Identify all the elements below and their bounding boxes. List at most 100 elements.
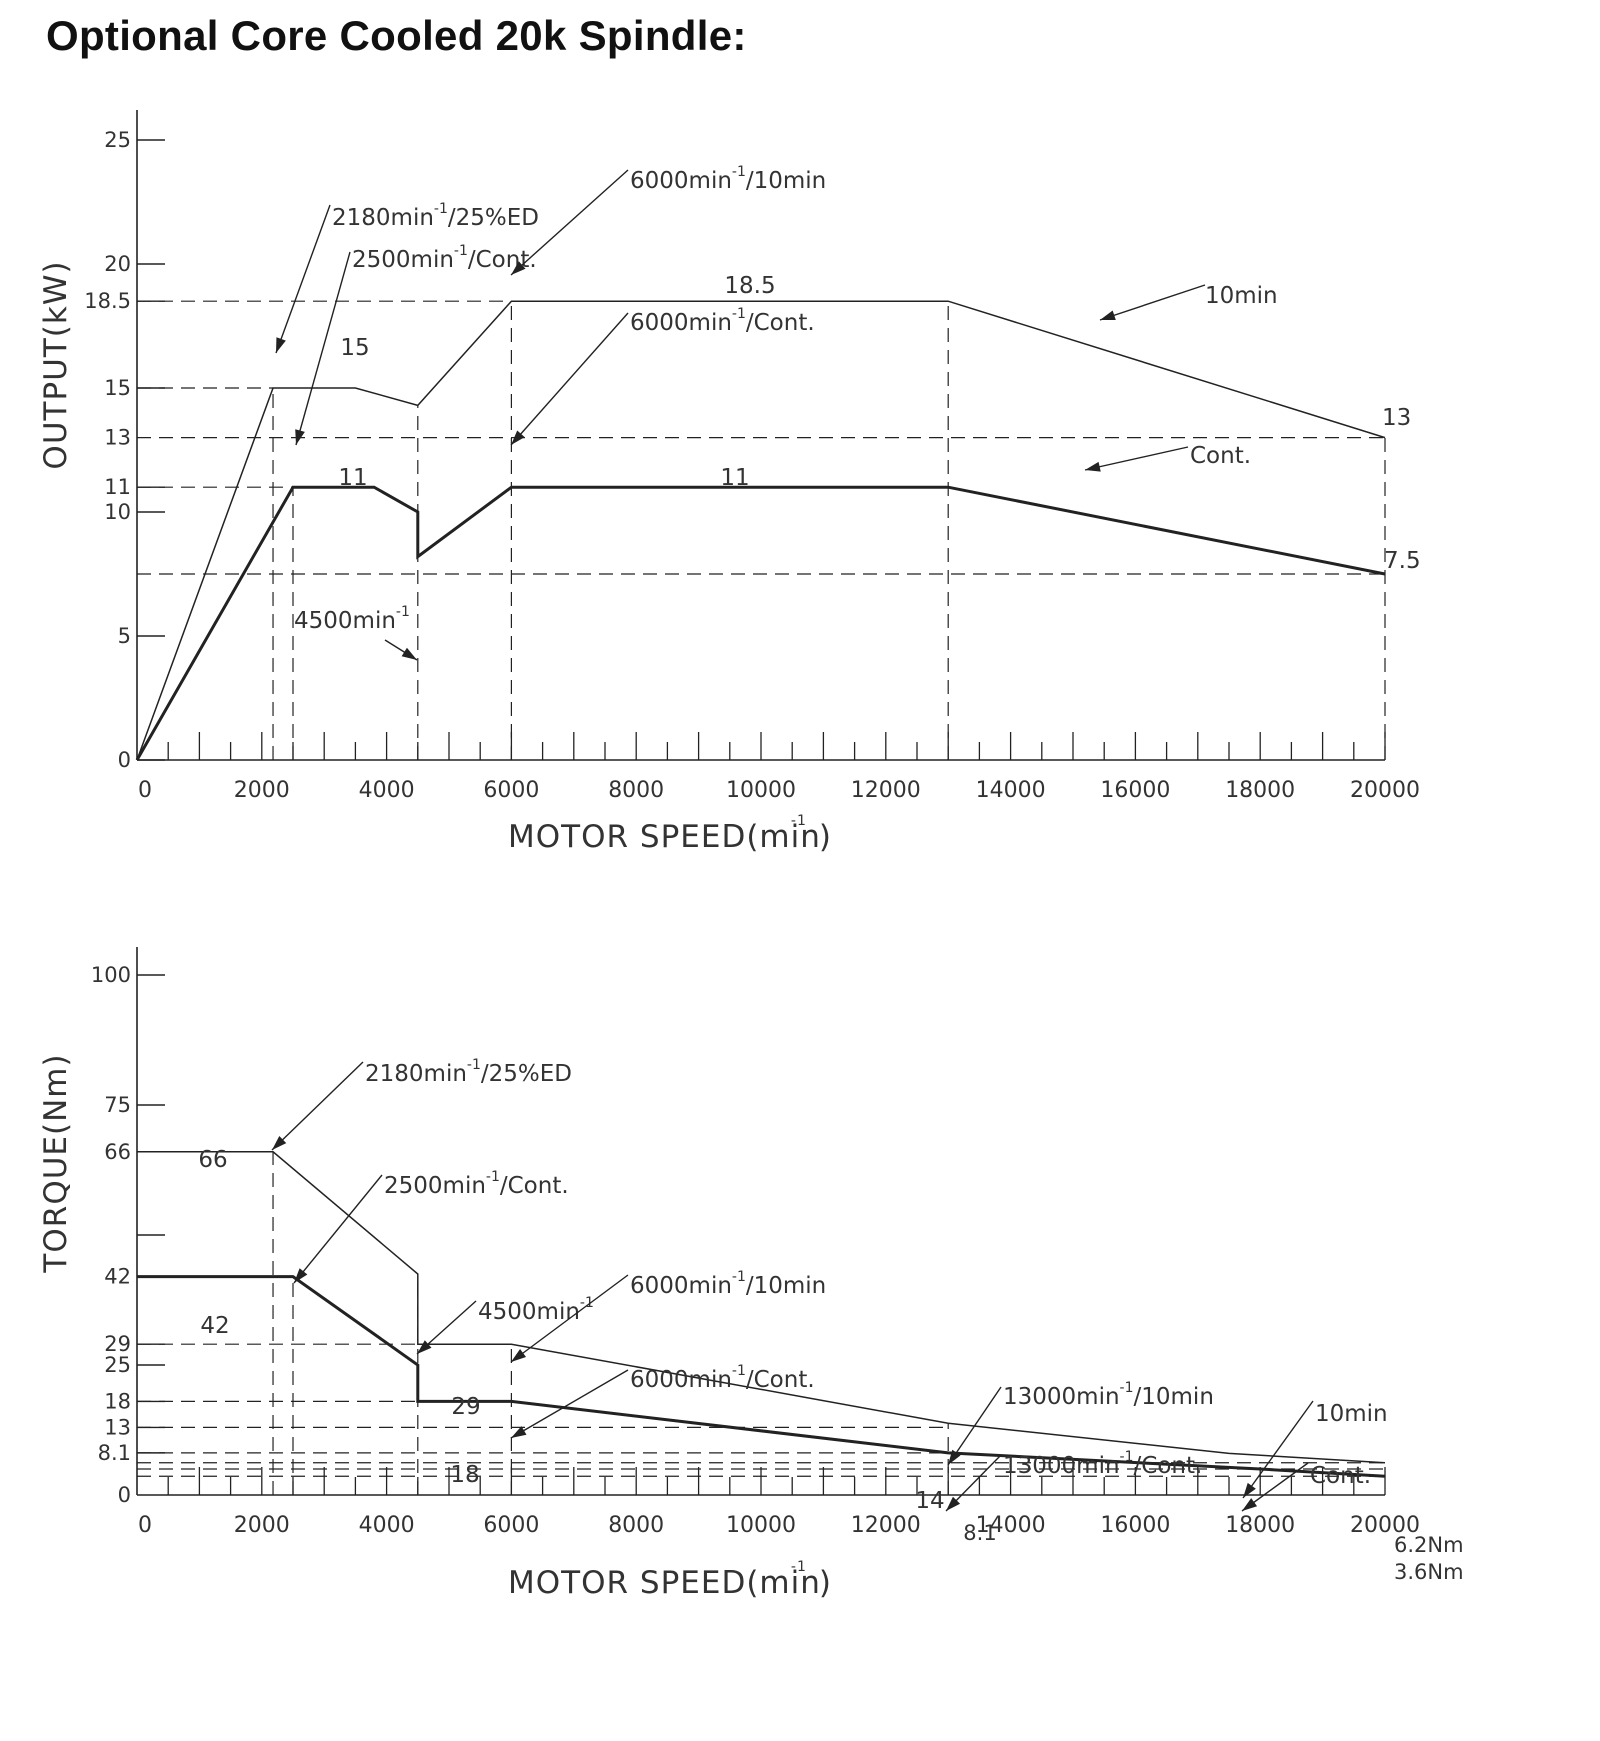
annotation-label: 2500min-1/Cont.: [352, 243, 537, 273]
annotation-leader: [510, 1369, 629, 1439]
x-tick-label: 20000: [1350, 1513, 1420, 1538]
annotation-leader: [271, 1061, 364, 1151]
annotation-label: 10min: [1315, 1401, 1388, 1427]
x-tick-label: 4000: [359, 1513, 415, 1538]
annotation-label: 18: [450, 1462, 479, 1488]
y-tick-label: 66: [104, 1140, 131, 1164]
x-tick-label: 10000: [726, 778, 796, 803]
annotation-label: Cont.: [1190, 443, 1251, 469]
annotation-arrowhead: [948, 1449, 961, 1465]
y-axis-title: OUTPUT(kW): [38, 260, 74, 469]
x-tick-label: 18000: [1225, 1513, 1295, 1538]
annotation-label: 2180min-1/25%ED: [365, 1057, 572, 1087]
x-tick-label: 16000: [1100, 778, 1170, 803]
x-tick-label: 18000: [1225, 778, 1295, 803]
annotation-label: 6.2Nm: [1394, 1533, 1464, 1557]
annotation-leader: [947, 1386, 1002, 1466]
annotation-label: 13: [1382, 405, 1411, 431]
annotation-label: 13000min-1/10min: [1003, 1380, 1214, 1410]
series-cont-line: [137, 1275, 1386, 1478]
torque-chart: 0 2000 4000 6000 8000 10000 12000 14000 16000 180…: [38, 947, 1464, 1601]
annotation-label: 29: [451, 1394, 480, 1420]
y-tick-label: 20: [104, 252, 131, 276]
annotation-label: 11: [338, 465, 367, 491]
annotation-leader: [293, 1174, 383, 1284]
page-title: Optional Core Cooled 20k Spindle:: [46, 12, 747, 59]
annotation-label: 7.5: [1384, 548, 1421, 574]
x-axis-title: MOTOR SPEED(min-1): [508, 1559, 832, 1601]
annotation-label: 2500min-1/Cont.: [384, 1169, 569, 1199]
y-tick-label: 13: [104, 1415, 131, 1439]
x-tick-label: 0: [138, 778, 152, 803]
y-tick-label: 13: [104, 426, 131, 450]
annotation-label: 66: [198, 1147, 227, 1173]
annotation-label: 15: [340, 335, 369, 361]
series-10min-line: [136, 300, 1386, 761]
annotation-leader: [1099, 284, 1206, 321]
y-axis-title: TORQUE(Nm): [38, 1053, 74, 1273]
x-axis-title: MOTOR SPEED(min-1): [508, 813, 832, 855]
series-cont-line: [135, 485, 1386, 761]
annotation-label: 4500min-1: [294, 604, 410, 634]
annotation-label: 6000min-1/Cont.: [630, 306, 815, 336]
annotation-leader: [510, 312, 629, 446]
y-tick-label: 5: [118, 624, 131, 648]
x-tick-label: 14000: [976, 778, 1046, 803]
annotation-arrowhead: [417, 1340, 432, 1354]
x-tick-label: 12000: [851, 1513, 921, 1538]
annotation-arrowhead: [295, 429, 305, 445]
annotation-leader: [510, 1274, 629, 1363]
annotation-leader: [275, 204, 331, 354]
annotation-label: 4500min-1: [478, 1295, 594, 1325]
y-tick-label: 15: [104, 376, 131, 400]
y-tick-label: 18.5: [84, 289, 131, 313]
x-tick-label: 4000: [359, 778, 415, 803]
annotation-arrowhead: [511, 430, 525, 445]
annotation-label: 2180min-1/25%ED: [332, 201, 539, 231]
x-tick-label: 2000: [234, 778, 290, 803]
annotation-label: Cont.: [1310, 1463, 1371, 1489]
annotation-leader: [510, 169, 629, 276]
annotation-label: 8.1: [963, 1521, 996, 1545]
y-tick-label: 25: [104, 128, 131, 152]
annotation-leader: [1084, 446, 1189, 471]
annotation-label: 11: [720, 465, 749, 491]
annotation-arrowhead: [1243, 1482, 1256, 1498]
annotation-leader: [1242, 1400, 1314, 1499]
x-tick-label: 6000: [483, 778, 539, 803]
annotation-label: 42: [200, 1313, 229, 1339]
annotation-leader: [295, 251, 351, 446]
y-tick-label: 18: [104, 1389, 131, 1413]
x-tick-label: 20000: [1350, 778, 1420, 803]
annotation-arrowhead: [1242, 1498, 1258, 1511]
annotation-arrowhead: [511, 1349, 527, 1362]
x-tick-label: 8000: [608, 778, 664, 803]
y-tick-label: 0: [118, 748, 131, 772]
y-tick-label: 75: [104, 1093, 131, 1117]
annotation-label: 18.5: [724, 273, 775, 299]
annotation-arrowhead: [272, 1135, 287, 1150]
x-tick-label: 16000: [1100, 1513, 1170, 1538]
annotation-arrowhead: [511, 261, 526, 275]
annotation-arrowhead: [1100, 310, 1116, 320]
annotation-label: 6000min-1/Cont.: [630, 1363, 815, 1393]
annotation-arrowhead: [401, 647, 417, 660]
x-tick-label: 0: [138, 1513, 152, 1538]
y-tick-label: 10: [104, 500, 131, 524]
annotation-label: 6000min-1/10min: [630, 1269, 826, 1299]
series-10min-line: [137, 1151, 1386, 1464]
y-tick-label: 25: [104, 1353, 131, 1377]
annotation-arrowhead: [276, 337, 286, 353]
annotation-label: 13000min-1/Cont.: [1003, 1449, 1202, 1479]
y-tick-label: 0: [118, 1483, 131, 1507]
annotation-label: 3.6Nm: [1394, 1560, 1464, 1584]
y-tick-label: 100: [91, 963, 131, 987]
annotation-arrowhead: [294, 1268, 308, 1283]
annotation-label: 10min: [1205, 283, 1278, 309]
annotation-arrowhead: [946, 1496, 961, 1511]
y-tick-label: 11: [104, 475, 131, 499]
annotation-arrowhead: [511, 1426, 527, 1438]
y-tick-label: 42: [104, 1265, 131, 1289]
x-tick-label: 10000: [726, 1513, 796, 1538]
annotation-arrowhead: [1085, 461, 1101, 472]
